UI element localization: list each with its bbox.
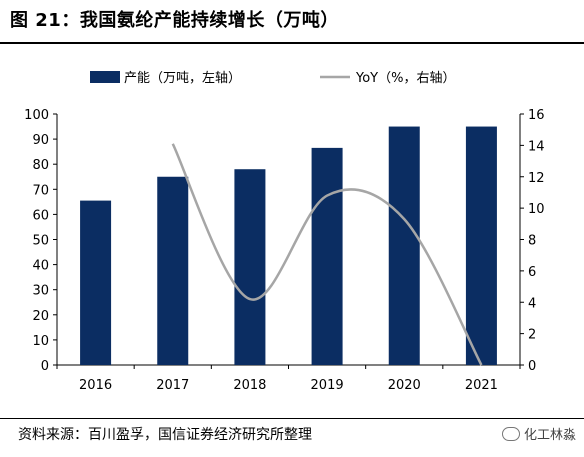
bars bbox=[80, 126, 497, 365]
x-tick-label: 2021 bbox=[465, 378, 498, 393]
left-tick-label: 20 bbox=[32, 309, 49, 324]
right-tick-label: 16 bbox=[528, 108, 545, 123]
left-tick-label: 80 bbox=[32, 158, 49, 173]
left-tick-label: 100 bbox=[24, 108, 49, 123]
watermark: 化工林淼 bbox=[501, 424, 576, 443]
x-tick-label: 2016 bbox=[79, 378, 112, 393]
right-tick-label: 6 bbox=[528, 265, 536, 280]
legend-line-label: YoY（%，右轴） bbox=[355, 71, 455, 86]
watermark-text: 化工林淼 bbox=[523, 428, 576, 443]
left-tick-label: 40 bbox=[32, 259, 49, 274]
right-tick-label: 12 bbox=[528, 171, 545, 186]
left-tick-label: 10 bbox=[32, 334, 49, 349]
bar-2017 bbox=[157, 176, 189, 365]
bar-2018 bbox=[234, 169, 266, 365]
left-tick-label: 60 bbox=[32, 208, 49, 223]
legend: 产能（万吨，左轴） YoY（%，右轴） bbox=[90, 71, 455, 86]
bar-2016 bbox=[80, 200, 112, 365]
axes bbox=[53, 113, 524, 369]
bar-2021 bbox=[465, 126, 497, 365]
right-tick-label: 10 bbox=[528, 202, 545, 217]
x-tick-label: 2019 bbox=[311, 378, 344, 393]
x-tick-label: 2017 bbox=[156, 378, 189, 393]
right-tick-label: 4 bbox=[528, 296, 536, 311]
source-note: 资料来源：百川盈孚，国信证券经济研究所整理 bbox=[18, 427, 312, 443]
left-tick-label: 0 bbox=[41, 359, 49, 374]
left-tick-label: 70 bbox=[32, 183, 49, 198]
bar-2019 bbox=[311, 147, 343, 365]
right-tick-label: 14 bbox=[528, 139, 545, 154]
yoy-series-line bbox=[171, 143, 483, 366]
figure-title: 图 21：我国氨纶产能持续增长（万吨） bbox=[10, 10, 339, 31]
footer-rule bbox=[0, 418, 584, 419]
x-tick-label: 2020 bbox=[388, 378, 421, 393]
tick-labels: 0 10 20 30 40 50 60 70 80 90 100 0 2 4 6 8 10 12 14 16 2016 2… bbox=[24, 108, 544, 393]
x-tick-label: 2018 bbox=[233, 378, 266, 393]
legend-bar-label: 产能（万吨，左轴） bbox=[124, 71, 241, 86]
left-tick-label: 50 bbox=[32, 234, 49, 249]
bar-2020 bbox=[388, 126, 420, 365]
legend-bar-swatch bbox=[90, 71, 120, 83]
wechat-icon bbox=[501, 426, 520, 441]
title-rule bbox=[0, 42, 584, 44]
right-tick-label: 8 bbox=[528, 234, 536, 249]
capacity-chart: 产能（万吨，左轴） YoY（%，右轴） 01020304050607080901… bbox=[24, 71, 545, 393]
left-tick-label: 90 bbox=[32, 133, 49, 148]
right-tick-label: 0 bbox=[528, 359, 536, 374]
right-tick-label: 2 bbox=[528, 328, 536, 343]
left-tick-label: 30 bbox=[32, 284, 49, 299]
yoy-line bbox=[171, 143, 483, 366]
